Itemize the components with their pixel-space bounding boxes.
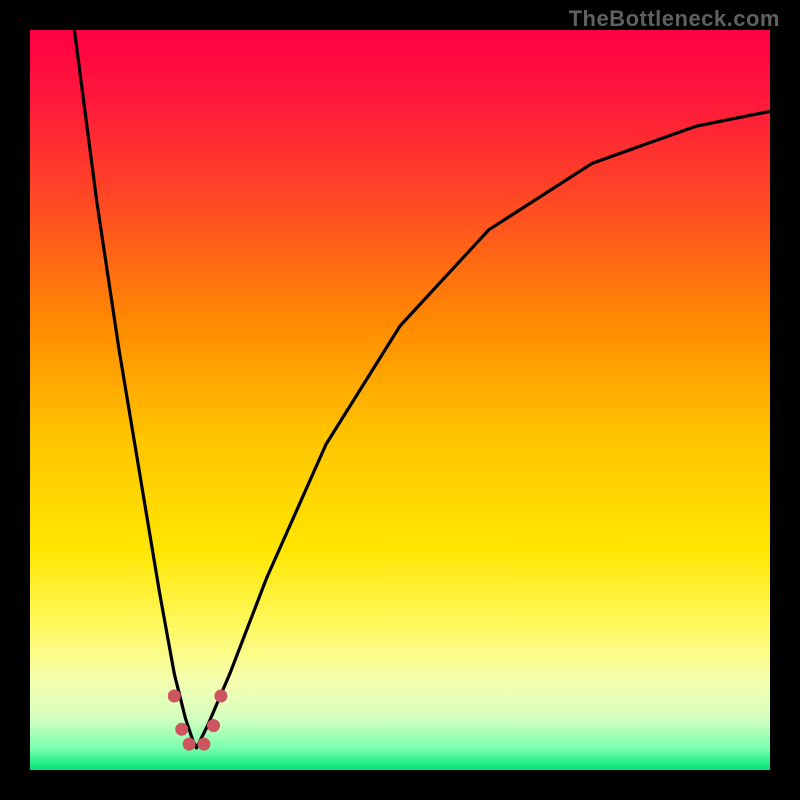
watermark-text: TheBottleneck.com: [569, 6, 780, 32]
gradient-background: [30, 30, 770, 770]
plot-area: [30, 30, 770, 770]
chart-outer: TheBottleneck.com: [0, 0, 800, 800]
